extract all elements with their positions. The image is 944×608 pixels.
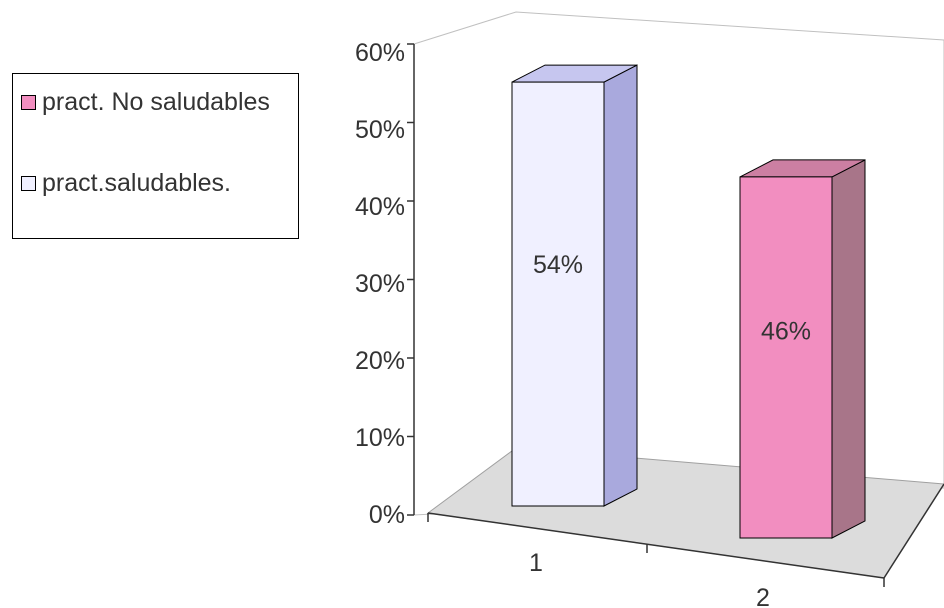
data-label: 54% xyxy=(533,251,583,279)
legend-item: pract. No saludables xyxy=(21,88,292,117)
y-tick-label: 0% xyxy=(369,501,405,529)
x-axis-line xyxy=(427,512,885,579)
chart-legend: pract. No saludables pract.saludables. xyxy=(12,73,299,239)
y-tick-label: 40% xyxy=(355,193,405,221)
bar: 54% xyxy=(511,64,638,507)
legend-label: pract. No saludables xyxy=(42,88,270,116)
bar-front-face xyxy=(739,176,833,539)
legend-label: pract.saludables. xyxy=(42,169,232,197)
y-tick-label: 50% xyxy=(355,116,405,144)
floor-right-edge xyxy=(883,483,944,579)
bar-side-face xyxy=(831,159,866,539)
x-tick-label: 1 xyxy=(529,549,543,577)
data-label: 46% xyxy=(761,317,811,345)
y-tick-label: 60% xyxy=(355,39,405,67)
x-tick-label: 2 xyxy=(756,584,770,608)
bar-front-face xyxy=(511,81,605,507)
y-tick-label: 20% xyxy=(355,347,405,375)
bar: 46% xyxy=(739,159,866,539)
y-tick-label: 30% xyxy=(355,270,405,298)
legend-swatch xyxy=(21,95,36,110)
legend-item: pract.saludables. xyxy=(21,169,292,198)
bar-side-face xyxy=(603,64,638,507)
y-tick-label: 10% xyxy=(355,424,405,452)
legend-swatch xyxy=(21,176,36,191)
